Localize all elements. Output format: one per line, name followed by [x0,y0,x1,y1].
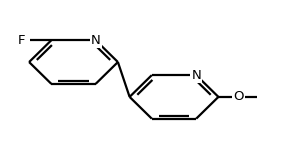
Text: O: O [234,90,244,103]
Text: N: N [91,34,101,47]
Text: F: F [18,34,25,47]
Text: N: N [191,69,201,82]
